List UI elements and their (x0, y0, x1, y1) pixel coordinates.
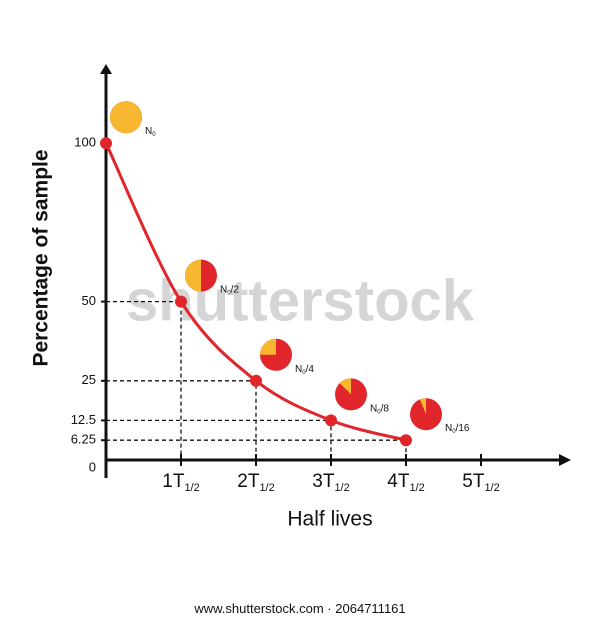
data-point (175, 295, 187, 308)
guide-line (106, 300, 182, 460)
pie-label: N0/16 (445, 423, 470, 435)
label-base: N (145, 126, 152, 137)
pie-remaining (339, 378, 351, 395)
label-base: N (370, 403, 377, 414)
guide-line (106, 439, 407, 460)
pie (260, 338, 292, 371)
label-rest: /2 (231, 284, 240, 295)
x-tick-sub: 1/2 (484, 482, 499, 494)
footer-id: 2064711161 (335, 601, 405, 616)
y-tick-label: 6.25 (71, 432, 96, 447)
label-sub: 0 (302, 369, 306, 375)
x-tick-sub: 1/2 (259, 482, 274, 494)
pie-label: N0 (145, 126, 156, 138)
y-tick-label: 12.5 (71, 412, 96, 427)
label-rest: /8 (381, 403, 390, 414)
label-rest: /4 (306, 363, 315, 374)
pie-remaining (185, 259, 201, 292)
data-point (250, 374, 262, 387)
x-tick-main: 2T (237, 471, 260, 492)
data-point (400, 434, 412, 447)
x-tick-main: 1T (162, 471, 185, 492)
x-tick-label: 1T1/2 (162, 471, 199, 494)
pie-remaining (419, 398, 426, 415)
x-tick-sub: 1/2 (184, 482, 199, 494)
footer-site: www.shutterstock.com (193, 601, 323, 616)
label-sub: 0 (452, 429, 456, 435)
y-tick-label: 25 (82, 372, 96, 387)
label-base: N (220, 284, 227, 295)
pie-remaining (110, 101, 142, 134)
pie-remaining (260, 338, 276, 355)
label-base: N (295, 363, 302, 374)
x-tick-sub: 1/2 (334, 482, 349, 494)
x-tick-main: 5T (462, 471, 485, 492)
pie-label: N0/4 (295, 363, 314, 375)
y-axis-arrow (100, 64, 112, 74)
x-tick-label: 2T1/2 (237, 471, 274, 494)
pie-label: N0/2 (220, 284, 239, 296)
x-axis-label: Half lives (287, 508, 372, 531)
data-point (325, 414, 337, 427)
x-tick-label: 4T1/2 (387, 471, 424, 494)
label-rest: /16 (456, 423, 470, 434)
pie (185, 259, 217, 292)
label-base: N (445, 423, 452, 434)
x-tick-sub: 1/2 (409, 482, 424, 494)
x-tick-label: 3T1/2 (312, 471, 349, 494)
y-axis-label: Percentage of sample (30, 149, 53, 366)
y-tick-label: 100 (74, 135, 96, 150)
y-tick-label: 0 (89, 459, 96, 474)
y-tick-label: 50 (82, 293, 96, 308)
footer: www.shutterstock.com · 2064711161 (193, 601, 405, 616)
decay-curve (104, 142, 407, 442)
x-tick-main: 4T (387, 471, 410, 492)
footer-sep: · (327, 601, 331, 616)
x-axis-arrow (559, 454, 571, 466)
x-tick-main: 3T (312, 471, 335, 492)
x-tick-label: 5T1/2 (462, 471, 499, 494)
label-sub: 0 (377, 409, 381, 415)
pie (110, 101, 142, 134)
pie (410, 398, 442, 431)
pie-label: N0/8 (370, 403, 389, 415)
label-sub: 0 (152, 132, 156, 138)
data-point (100, 137, 112, 150)
pie (335, 378, 367, 411)
label-sub: 0 (227, 290, 231, 296)
